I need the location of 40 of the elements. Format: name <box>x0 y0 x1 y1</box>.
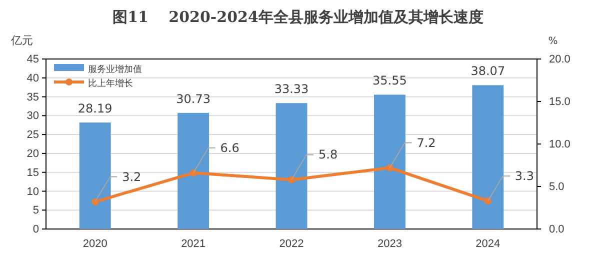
data-label: 6.6 <box>220 140 240 155</box>
x-tick-label: 2020 <box>82 238 108 250</box>
data-label: 30.73 <box>176 92 210 106</box>
bar <box>276 103 308 229</box>
y-tick-label: 0 <box>32 224 39 236</box>
bar <box>374 94 406 229</box>
x-tick-label: 2021 <box>181 238 206 250</box>
y-tick-label: 40 <box>26 72 39 84</box>
y-tick-label: 35 <box>26 91 39 104</box>
y2-tick-label: 10.0 <box>549 138 570 151</box>
y-tick-label: 30 <box>26 110 39 122</box>
legend-label: 服务业增加值 <box>88 64 142 75</box>
y-axis-title: 亿元 <box>10 34 33 47</box>
data-label: 28.19 <box>78 102 112 116</box>
x-tick-label: 2022 <box>279 238 304 250</box>
data-label: 3.3 <box>514 168 534 183</box>
y2-tick-label: 0.0 <box>549 224 564 236</box>
x-tick-label: 2023 <box>377 238 402 250</box>
data-label: 5.8 <box>318 148 338 162</box>
y2-tick-label: 20.0 <box>549 54 570 66</box>
y-tick-label: 15 <box>26 166 39 179</box>
data-label: 38.07 <box>470 64 506 78</box>
data-label: 7.2 <box>416 136 436 150</box>
y2-tick-label: 15.0 <box>549 96 570 108</box>
y-tick-label: 25 <box>26 129 39 142</box>
chart-title: 图11 2020-2024年全县服务业增加值及其增长速度 <box>112 8 484 26</box>
bar <box>79 122 111 229</box>
y-tick-label: 20 <box>26 148 39 160</box>
y-tick-label: 10 <box>26 186 39 198</box>
legend-label: 比上年增长 <box>88 78 133 89</box>
data-label: 35.55 <box>372 74 407 88</box>
data-label: 33.33 <box>274 82 309 96</box>
y-tick-label: 45 <box>26 54 39 66</box>
bar <box>472 85 504 229</box>
bar <box>178 112 210 229</box>
y2-tick-label: 5.0 <box>549 181 564 194</box>
y-tick-label: 5 <box>32 204 39 217</box>
data-label: 3.2 <box>122 170 142 184</box>
y2-axis-title: % <box>548 36 558 47</box>
x-tick-label: 2024 <box>476 238 500 250</box>
